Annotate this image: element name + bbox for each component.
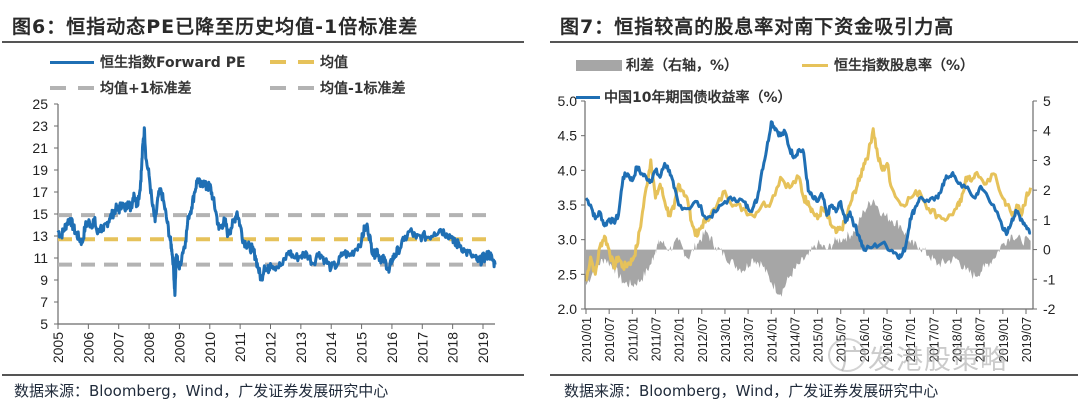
y-tick-label: 25 bbox=[32, 96, 48, 112]
x-tick-label: 2019/07 bbox=[1020, 317, 1034, 362]
x-tick-label: 2011/01 bbox=[626, 317, 640, 361]
figure7-bottom-rule bbox=[550, 374, 1078, 376]
right-y-tick-label: 5 bbox=[1043, 93, 1051, 109]
figure7-source: 数据来源：Bloomberg，Wind，广发证券发展研究中心 bbox=[564, 382, 939, 400]
right-y-tick-label: 1 bbox=[1043, 212, 1051, 228]
figure7-title-rule bbox=[550, 41, 1078, 43]
y-tick-label: 21 bbox=[32, 140, 48, 156]
legend-item-dividend-yield: 恒生指数股息率（%） bbox=[802, 55, 974, 75]
forward-pe-line bbox=[56, 126, 497, 297]
x-tick-label: 2013 bbox=[293, 332, 309, 363]
cn10y-yield-line bbox=[584, 120, 1032, 260]
x-tick-label: 2010/07 bbox=[603, 317, 617, 362]
x-tick-label: 2010/01 bbox=[580, 317, 594, 362]
y-tick-label: 23 bbox=[32, 118, 48, 134]
legend-swatch-solid-gold bbox=[802, 63, 828, 67]
x-tick-label: 2010 bbox=[202, 332, 218, 363]
legend-swatch-dashed-gold bbox=[270, 60, 314, 64]
y-tick-label: 13 bbox=[32, 228, 48, 244]
x-tick-label: 2018 bbox=[445, 332, 461, 363]
legend-swatch-gray-area bbox=[576, 59, 622, 71]
x-tick-label: 2009 bbox=[171, 332, 187, 363]
figure6-panel: 图6：恒指动态PE已降至历史均值-1倍标准差 恒生指数Forward PE 均值… bbox=[2, 16, 524, 400]
x-tick-label: 2006 bbox=[80, 332, 96, 363]
left-y-tick-label: 3.0 bbox=[558, 232, 578, 248]
y-tick-label: 17 bbox=[32, 184, 48, 200]
y-tick-label: 5 bbox=[40, 316, 48, 332]
y-tick-label: 15 bbox=[32, 206, 48, 222]
legend-swatch-dashed-gray bbox=[270, 86, 314, 90]
legend-item-mean: 均值 bbox=[270, 52, 348, 72]
figure6-chart: 5 7 9 11 13 15 17 19 21 23 25 2005 2006 2007 2008 2009 2… bbox=[32, 96, 497, 363]
x-tick-label: 2018/01 bbox=[951, 317, 965, 362]
legend-label: 中国10年期国债收益率（%） bbox=[604, 90, 792, 106]
y-tick-label: 7 bbox=[40, 294, 48, 310]
legend-label: 恒生指数Forward PE bbox=[100, 55, 246, 71]
figure6-source: 数据来源：Bloomberg，Wind，广发证券发展研究中心 bbox=[14, 382, 389, 400]
x-tick-label: 2019 bbox=[475, 332, 491, 363]
right-y-tick-label: 4 bbox=[1043, 123, 1051, 139]
y-tick-label: 9 bbox=[40, 272, 48, 288]
left-y-tick-label: 3.5 bbox=[558, 197, 578, 213]
x-tick-label: 2005 bbox=[50, 332, 66, 363]
dividend-yield-line bbox=[584, 127, 1033, 282]
legend-label: 均值+1标准差 bbox=[100, 81, 192, 97]
legend-item-mean-minus-1sd: 均值-1标准差 bbox=[270, 78, 406, 98]
x-tick-label: 2014/07 bbox=[788, 317, 802, 362]
left-y-tick-label: 2.0 bbox=[558, 301, 578, 317]
y-tick-label: 11 bbox=[33, 250, 48, 266]
spread-area bbox=[586, 199, 1031, 297]
x-tick-label: 2017/01 bbox=[904, 317, 918, 362]
right-y-tick-label: -2 bbox=[1043, 301, 1056, 317]
figure6-bottom-rule bbox=[2, 374, 524, 376]
x-tick-label: 2014 bbox=[323, 332, 339, 363]
y-tick-label: 19 bbox=[32, 162, 48, 178]
figure7-chart: 2.0 2.5 3.0 3.5 4.0 4.5 5.0 -2 -1 0 1 2 3 4 5 2010/01 20… bbox=[558, 93, 1056, 362]
legend-swatch-solid-blue bbox=[50, 60, 94, 64]
x-tick-label: 2012/07 bbox=[696, 317, 710, 362]
legend-swatch-dashed-gray bbox=[50, 86, 94, 90]
figure7-title: 图7：恒指较高的股息率对南下资金吸引力高 bbox=[560, 16, 955, 38]
left-y-tick-label: 5.0 bbox=[558, 93, 578, 109]
x-tick-label: 2019/01 bbox=[997, 317, 1011, 362]
legend-item-forward-pe: 恒生指数Forward PE bbox=[50, 52, 246, 72]
x-tick-label: 2013/07 bbox=[742, 317, 756, 362]
legend-label: 利差（右轴，%） bbox=[626, 58, 739, 74]
x-tick-label: 2008 bbox=[141, 332, 157, 363]
figure6-title-rule bbox=[2, 41, 524, 43]
x-tick-label: 2016 bbox=[384, 332, 400, 363]
x-tick-label: 2014/01 bbox=[765, 317, 779, 362]
right-y-tick-label: 2 bbox=[1043, 182, 1051, 198]
legend-item-cn10y-yield: 中国10年期国债收益率（%） bbox=[576, 87, 792, 107]
x-tick-label: 2017/07 bbox=[927, 317, 941, 362]
right-y-tick-label: 3 bbox=[1043, 152, 1051, 168]
x-tick-label: 2007 bbox=[111, 332, 127, 363]
x-tick-label: 2013/01 bbox=[719, 317, 733, 362]
legend-label: 均值 bbox=[320, 55, 348, 71]
figure7-panel: 图7：恒指较高的股息率对南下资金吸引力高 利差（右轴，%） 恒生指数股息率（%）… bbox=[540, 0, 1080, 412]
x-tick-label: 2017 bbox=[414, 332, 430, 363]
figure6-title: 图6：恒指动态PE已降至历史均值-1倍标准差 bbox=[12, 16, 419, 38]
x-tick-label: 2011 bbox=[232, 332, 248, 362]
left-y-tick-label: 2.5 bbox=[558, 266, 578, 282]
x-tick-label: 2015 bbox=[354, 332, 370, 363]
x-tick-label: 2018/07 bbox=[974, 317, 988, 362]
watermark-text: 广发港股策略 bbox=[840, 345, 1008, 376]
legend-label: 均值-1标准差 bbox=[320, 81, 406, 97]
left-y-tick-label: 4.5 bbox=[558, 128, 578, 144]
legend-item-spread: 利差（右轴，%） bbox=[576, 55, 738, 75]
x-tick-label: 2012 bbox=[263, 332, 279, 363]
legend-swatch-solid-blue bbox=[576, 95, 600, 99]
x-tick-label: 2015/01 bbox=[812, 317, 826, 362]
x-tick-label: 2016/07 bbox=[881, 317, 895, 362]
legend-item-mean-plus-1sd: 均值+1标准差 bbox=[50, 78, 191, 98]
legend-label: 恒生指数股息率（%） bbox=[834, 58, 975, 74]
right-y-tick-label: 0 bbox=[1043, 242, 1051, 258]
right-y-tick-label: -1 bbox=[1043, 271, 1056, 287]
left-y-tick-label: 4.0 bbox=[558, 162, 578, 178]
x-tick-label: 2011/07 bbox=[649, 317, 663, 361]
watermark-logo-icon bbox=[828, 338, 866, 372]
x-tick-label: 2012/01 bbox=[673, 317, 687, 362]
